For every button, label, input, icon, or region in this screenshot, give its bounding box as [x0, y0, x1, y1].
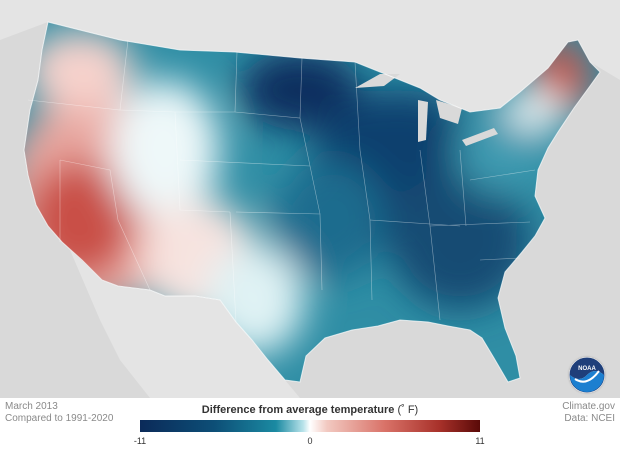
us-map-graphic [0, 0, 620, 398]
legend-color-bar [140, 420, 480, 432]
noaa-logo: NOAA [569, 357, 605, 393]
legend-unit: (˚ F) [397, 404, 419, 416]
legend-title-text: Difference from average temperature [201, 404, 395, 416]
lake-superior [355, 74, 400, 88]
legend-tick-max: 11 [475, 436, 485, 446]
canada-landmass [0, 0, 620, 112]
noaa-emblem-icon: NOAA [569, 357, 605, 393]
lake-michigan [418, 100, 428, 142]
legend-tick-min: -11 [133, 436, 147, 446]
temperature-anomaly-map [0, 0, 620, 398]
logo-text: NOAA [578, 366, 596, 372]
mexico-landmass [70, 250, 300, 398]
caption-baseline: Compared to 1991-2020 [5, 413, 114, 424]
source-data: Data: NCEI [564, 413, 615, 424]
legend-tick-mid: 0 [307, 436, 313, 446]
caption-period: March 2013 [5, 401, 58, 412]
source-site: Climate.gov [562, 401, 615, 412]
legend-title: Difference from average temperature (˚ F… [140, 404, 480, 416]
state-borders [27, 39, 536, 323]
lake-erie [462, 128, 498, 146]
conus-outline [23, 21, 601, 383]
